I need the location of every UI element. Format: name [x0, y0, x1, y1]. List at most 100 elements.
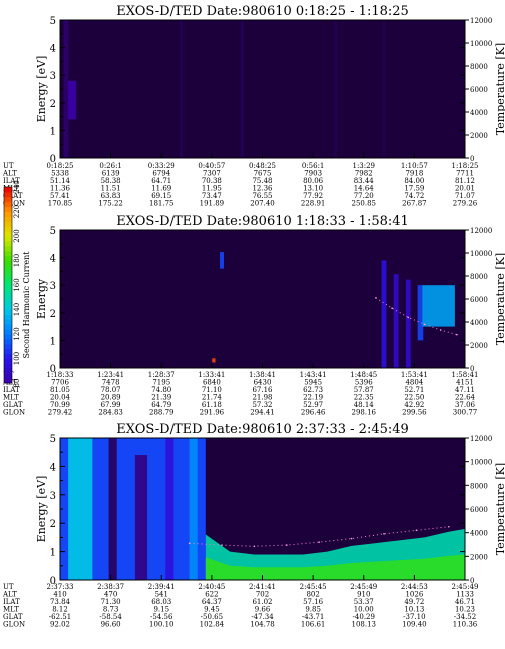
orbit-cell: 62.73 — [303, 386, 323, 394]
orbit-cell: 7711 — [456, 170, 474, 178]
temperature-point — [221, 544, 223, 546]
orbit-row-label: GLON — [3, 409, 25, 417]
orbit-cell: 0:48:25 — [249, 162, 276, 170]
orbit-cell: -37.10 — [403, 613, 425, 621]
orbit-cell: 92.02 — [50, 621, 70, 629]
orbit-cell: 11.36 — [50, 185, 71, 193]
orbit-cell: 8.73 — [103, 606, 119, 614]
y-axis-label: Energy [eV] — [35, 476, 48, 543]
orbit-cell: 228.91 — [301, 200, 326, 208]
spectrogram-feature — [382, 20, 386, 158]
temperature-point — [423, 323, 426, 326]
y-tick-label: 3 — [50, 71, 56, 82]
orbit-cell: 81.05 — [50, 386, 70, 394]
y-axis-label: Energy — [35, 278, 48, 319]
temperature-point — [439, 329, 442, 331]
orbit-cell: 70.99 — [50, 401, 70, 409]
colorbar-tick-label: 80 — [13, 379, 21, 388]
colorbar-cell — [4, 289, 12, 296]
y-tick-label: 5 — [50, 226, 56, 237]
orbit-row-label: GLON — [3, 200, 25, 208]
spectrogram-feature — [405, 279, 411, 368]
orbit-cell: 104.78 — [250, 621, 275, 629]
y2-tick-label: 8000 — [470, 482, 488, 490]
orbit-cell: 7706 — [51, 379, 69, 387]
orbit-row-label: ILAT — [3, 598, 20, 606]
orbit-cell: 70.38 — [202, 177, 222, 185]
panel-title: EXOS-D/TED Date:980610 1:18:33 - 1:58:41 — [116, 214, 409, 229]
spectrogram-feature — [219, 252, 225, 269]
colorbar-cell — [4, 358, 12, 364]
orbit-cell: 5338 — [51, 170, 69, 178]
y2-axis-label: Temperature [K] — [494, 43, 505, 135]
y2-tick-label: 12000 — [470, 17, 492, 25]
orbit-cell: 298.16 — [352, 409, 377, 417]
orbit-cell: 74.72 — [404, 192, 424, 200]
orbit-cell: 22.35 — [354, 394, 374, 402]
y2-tick-label: 6000 — [470, 506, 488, 514]
temperature-point — [286, 544, 288, 546]
spectrogram-feature — [108, 438, 117, 580]
y-tick-label: 1 — [50, 126, 56, 137]
orbit-cell: 0:18:25 — [47, 162, 74, 170]
orbit-cell: 1:3:29 — [352, 162, 375, 170]
orbit-cell: 57.32 — [252, 401, 272, 409]
low-energy-core — [205, 554, 466, 580]
orbit-cell: 2:44:53 — [401, 583, 428, 591]
orbit-cell: 100.10 — [149, 621, 174, 629]
orbit-cell: 4151 — [456, 379, 474, 387]
orbit-cell: 0:26:1 — [99, 162, 122, 170]
temperature-point — [391, 307, 393, 310]
spectrogram-feature — [240, 20, 244, 158]
colorbar-cell — [4, 338, 12, 345]
plot-background — [60, 20, 465, 158]
orbit-cell: 5945 — [304, 379, 322, 387]
orbit-cell: 2:45:45 — [300, 583, 327, 591]
colorbar-cell — [4, 363, 12, 369]
orbit-cell: 64.71 — [151, 177, 171, 185]
y-tick-label: 3 — [50, 491, 56, 502]
colorbar-cell — [4, 240, 12, 247]
panel-2: EXOS-D/TED Date:980610 1:18:33 - 1:58:41… — [2, 180, 505, 416]
y2-tick-label: 4000 — [470, 530, 488, 538]
orbit-cell: 52.71 — [404, 386, 424, 394]
orbit-cell: 1:28:37 — [148, 371, 175, 379]
orbit-cell: 6840 — [203, 379, 221, 387]
orbit-cell: 84.00 — [404, 177, 424, 185]
orbit-cell: 1:38:41 — [249, 371, 276, 379]
orbit-row-label: MLT — [3, 394, 19, 402]
colorbar-cell — [4, 285, 12, 291]
orbit-cell: 622 — [205, 591, 218, 599]
orbit-cell: 52.97 — [303, 401, 323, 409]
orbit-row-label: ALT — [2, 170, 17, 178]
colorbar-cell — [4, 187, 12, 193]
orbit-cell: 1:58:41 — [452, 371, 479, 379]
temperature-point — [407, 316, 410, 319]
orbit-cell: 67.16 — [252, 386, 273, 394]
y-tick-label: 2 — [50, 309, 56, 320]
spectrogram-feature — [63, 20, 69, 158]
orbit-row-label: GLAT — [3, 613, 23, 621]
orbit-cell: 2:37:33 — [47, 583, 74, 591]
orbit-cell: 11.69 — [151, 185, 171, 193]
orbit-cell: 71.07 — [455, 192, 475, 200]
orbit-row-label: ILAT — [3, 177, 20, 185]
orbit-cell: 6430 — [254, 379, 272, 387]
colorbar-cell — [4, 309, 12, 315]
orbit-cell: -58.54 — [99, 613, 122, 621]
orbit-cell: 7918 — [405, 170, 423, 178]
y2-tick-label: 0 — [470, 155, 474, 163]
orbit-cell: -47.34 — [251, 613, 274, 621]
orbit-cell: 106.61 — [301, 621, 326, 629]
orbit-cell: 64.37 — [202, 598, 222, 606]
orbit-row-label: GLON — [3, 621, 25, 629]
orbit-cell: 22.64 — [455, 394, 476, 402]
orbit-cell: 0:56:1 — [302, 162, 325, 170]
orbit-cell: 11.51 — [101, 185, 121, 193]
orbit-cell: -43.71 — [302, 613, 324, 621]
orbit-cell: 9.15 — [153, 606, 169, 614]
temperature-curve — [375, 297, 458, 336]
orbit-cell: 75.48 — [252, 177, 272, 185]
colorbar-cell — [4, 196, 12, 203]
